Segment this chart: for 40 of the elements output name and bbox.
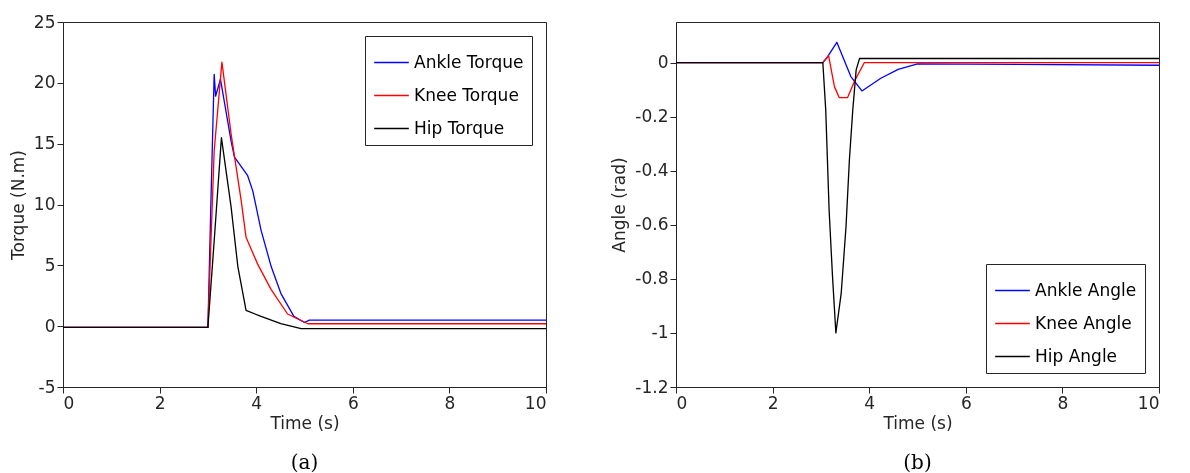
text: (b)	[903, 450, 932, 473]
y-tick-label: 15	[33, 133, 56, 154]
y-tick-label: -0.4	[635, 160, 669, 181]
legend-label: Ankle Angle	[1035, 279, 1137, 300]
x-tick-label: 8	[444, 392, 456, 413]
x-tick-label: 0	[676, 392, 688, 413]
y-axis-title: Torque (N.m)	[7, 150, 28, 261]
y-tick-label: 5	[44, 254, 56, 275]
y-tick-label: 25	[33, 11, 56, 32]
line-series	[62, 136, 547, 330]
legend-label: Ankle Torque	[414, 51, 524, 72]
legend-label: Knee Torque	[414, 84, 519, 105]
text: (a)	[290, 450, 319, 473]
y-tick-label: 0	[44, 315, 56, 336]
x-tick-label: 10	[524, 392, 547, 413]
y-tick-label: -5	[38, 376, 56, 397]
legend-label: Hip Angle	[1035, 345, 1118, 366]
y-tick-label: -1	[651, 322, 669, 343]
y-tick-label: -0.6	[635, 214, 669, 235]
x-tick-label: 6	[960, 392, 972, 413]
x-axis-title: Time (s)	[269, 412, 340, 433]
x-tick-label: 4	[251, 392, 263, 413]
x-tick-label: 2	[154, 392, 166, 413]
y-tick-label: -0.8	[635, 268, 669, 289]
legend-label: Knee Angle	[1035, 312, 1132, 333]
legend-label: Hip Torque	[414, 117, 505, 138]
y-tick-label: -1.2	[635, 376, 669, 397]
line-series	[675, 57, 1160, 334]
x-tick-label: 6	[347, 392, 359, 413]
y-tick-label: -0.2	[635, 106, 669, 127]
x-tick-label: 8	[1057, 392, 1069, 413]
x-axis-title: Time (s)	[882, 412, 953, 433]
y-axis-title: Angle (rad)	[609, 157, 630, 253]
y-tick-label: 0	[657, 52, 669, 73]
x-tick-label: 10	[1137, 392, 1160, 413]
y-tick-label: 10	[33, 194, 56, 214]
x-tick-label: 0	[63, 392, 75, 413]
y-tick-label: 20	[33, 72, 56, 93]
x-tick-label: 4	[864, 392, 876, 413]
x-tick-label: 2	[767, 392, 779, 413]
